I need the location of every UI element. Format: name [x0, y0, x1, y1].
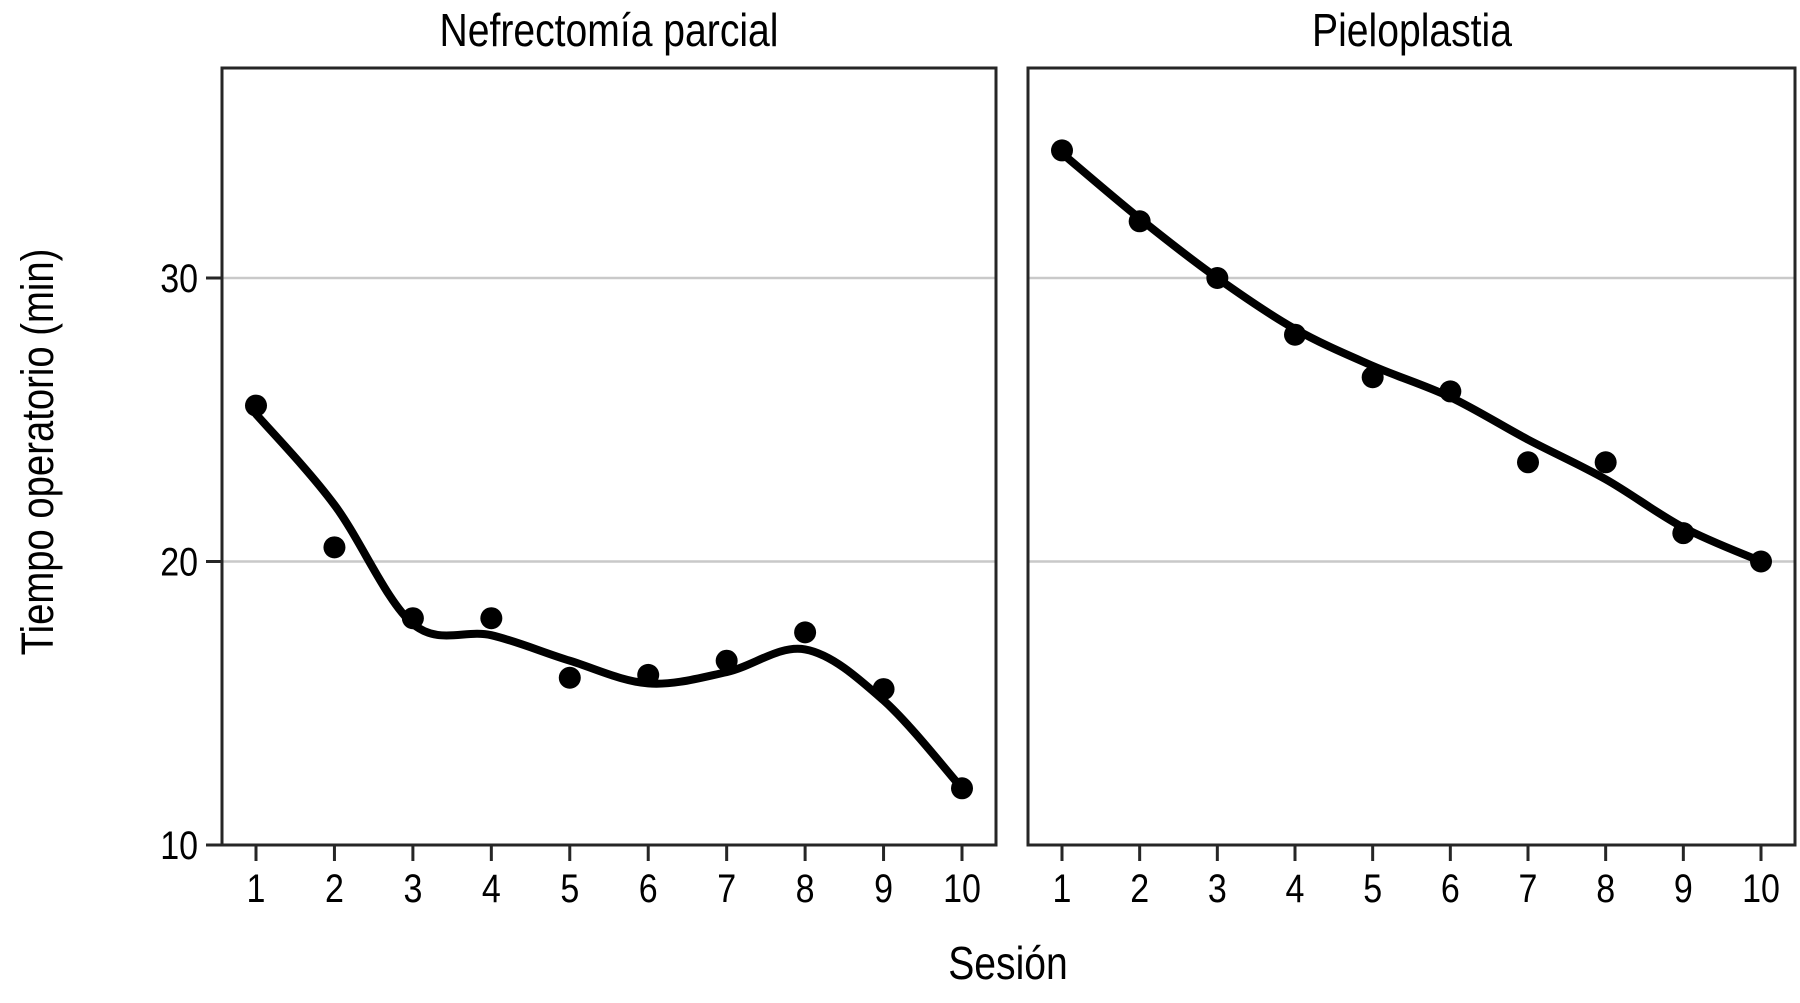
panel-title-left: Nefrectomía parcial	[439, 4, 779, 56]
x-tick-label: 9	[1674, 865, 1693, 910]
panel-border	[1026, 66, 1797, 847]
data-point	[1361, 366, 1384, 389]
y-axis-label: Tiempo operatorio (min)	[12, 248, 63, 656]
x-tick-label: 8	[796, 865, 815, 910]
data-point	[1051, 139, 1073, 162]
x-tick-label: 6	[1441, 865, 1460, 910]
y-tick-label: 30	[160, 255, 198, 300]
x-tick-label: 6	[639, 865, 658, 910]
data-point	[1672, 522, 1695, 545]
y-tick-label: 20	[160, 539, 198, 584]
panel-right: 1 2 3 4 5 6 7 8 9 10	[1026, 66, 1797, 911]
x-tick-label: 8	[1596, 865, 1615, 910]
panel-border	[220, 66, 998, 847]
x-tick-label: 5	[560, 865, 579, 910]
x-tick-label: 4	[1286, 865, 1305, 910]
data-point	[1284, 323, 1306, 346]
data-point	[715, 649, 738, 672]
x-tick-label: 10	[943, 865, 981, 910]
data-point	[1750, 550, 1772, 573]
x-tick-label: 3	[1208, 865, 1227, 910]
data-point	[323, 536, 346, 559]
x-tick-label: 2	[325, 865, 344, 910]
data-point	[401, 607, 424, 630]
data-point	[558, 666, 581, 689]
x-tick-label: 10	[1742, 865, 1780, 910]
data-point	[951, 777, 973, 800]
x-tick-label: 4	[482, 865, 501, 910]
x-axis-label: Sesión	[948, 937, 1068, 989]
data-point	[1439, 380, 1462, 403]
data-point	[794, 621, 817, 644]
y-tick-label: 10	[160, 822, 198, 867]
data-point	[245, 394, 267, 417]
x-tick-label: 5	[1363, 865, 1382, 910]
x-tick-label: 7	[717, 865, 736, 910]
panel-title-right: Pieloplastia	[1312, 4, 1512, 56]
data-point	[1128, 210, 1151, 233]
x-tick-label: 9	[874, 865, 893, 910]
data-point	[872, 678, 895, 701]
x-tick-label: 3	[403, 865, 422, 910]
x-tick-label: 7	[1519, 865, 1538, 910]
x-tick-label: 1	[247, 865, 266, 910]
trend-line	[1058, 149, 1765, 566]
data-point	[1206, 267, 1229, 289]
data-point	[1517, 451, 1539, 474]
data-point	[1594, 451, 1617, 474]
panel-left: 1 2 3 4 5 6 7 8 9 10 10 20 30	[160, 66, 998, 911]
trend-line	[252, 410, 966, 793]
data-point	[637, 663, 660, 686]
data-point	[480, 607, 503, 630]
x-tick-label: 2	[1130, 865, 1149, 910]
x-tick-label: 1	[1053, 865, 1072, 910]
